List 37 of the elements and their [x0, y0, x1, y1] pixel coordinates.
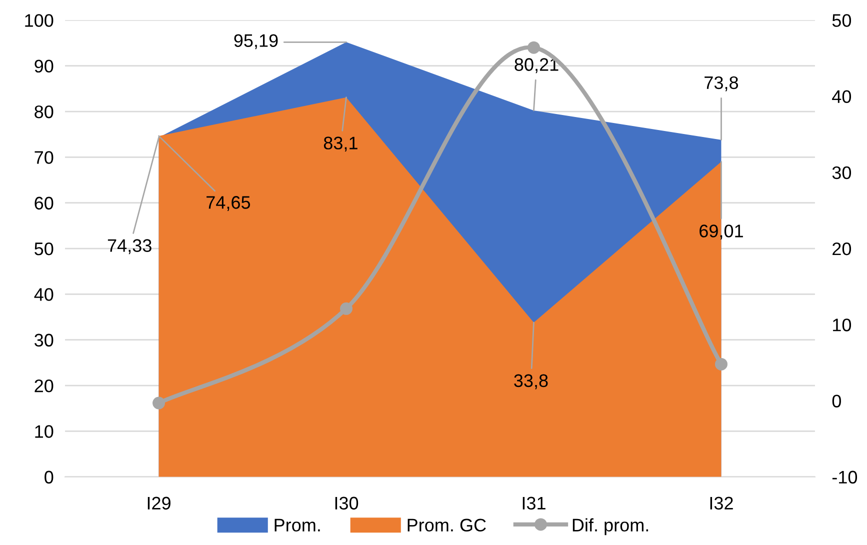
data-label: 80,21 [514, 58, 558, 74]
data-label: 95,19 [234, 34, 278, 50]
legend-label: Prom. [274, 518, 320, 532]
legend-label: Prom. GC [408, 518, 486, 532]
y-tick-label: 50 [34, 242, 54, 256]
data-label: 33,8 [514, 374, 548, 390]
y-tick-label: 20 [34, 379, 54, 392]
point [714, 358, 728, 370]
data-label: 74,33 [108, 239, 152, 254]
y-tick-label: 0 [44, 470, 54, 484]
point [340, 302, 353, 315]
legend-label: Dif. prom. [572, 518, 648, 536]
y-tick-label: 30 [34, 334, 54, 347]
y-tick-label: 80 [34, 105, 54, 118]
y2-tick-label: 10 [833, 318, 852, 332]
y2-tick-label: 0 [832, 394, 841, 408]
y-tick-label: 70 [34, 151, 54, 164]
y-tick-label: 90 [34, 60, 54, 73]
x-tick-label: I29 [148, 496, 170, 510]
data-label: 69,01 [700, 224, 743, 240]
point [527, 41, 540, 54]
x-tick-label: I32 [710, 496, 733, 510]
y-tick-label: 10 [35, 425, 54, 438]
y2-tick-label: 30 [832, 166, 852, 180]
data-label: 73,8 [704, 76, 738, 92]
y-tick-label: 100 [25, 14, 54, 27]
y2-tick-label: 40 [832, 90, 852, 104]
data-label: 83,1 [324, 136, 358, 152]
y-tick-label: 60 [34, 196, 54, 210]
y2-tick-label: 20 [832, 242, 852, 256]
point [152, 396, 166, 410]
x-tick-label: I30 [335, 496, 358, 510]
y2-tick-label: 50 [832, 14, 852, 27]
y2-tick-label: -10 [832, 470, 858, 484]
y-tick-label: 40 [34, 288, 54, 301]
data-label: 74,65 [206, 196, 250, 211]
x-tick-label: I31 [522, 496, 546, 510]
